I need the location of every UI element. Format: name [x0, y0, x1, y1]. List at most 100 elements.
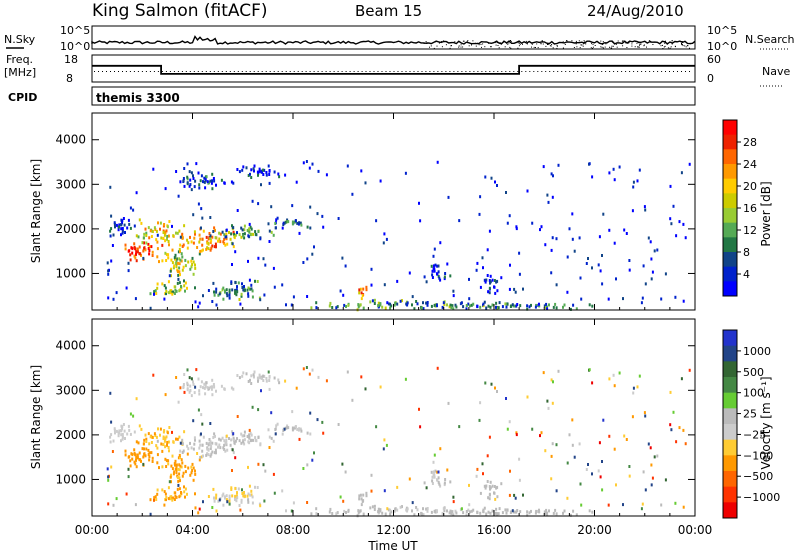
scatter-cell	[213, 179, 216, 183]
nsearch-point	[611, 45, 613, 47]
scatter-cell	[243, 285, 245, 288]
scatter-cell	[636, 179, 639, 183]
scatter-cell	[222, 446, 225, 450]
scatter-cell	[110, 227, 113, 231]
scatter-cell	[201, 216, 204, 220]
scatter-cell	[413, 513, 416, 517]
scatter-cell	[591, 175, 594, 179]
scatter-cell	[437, 274, 440, 278]
scatter-cell	[215, 493, 218, 497]
scatter-cell	[243, 434, 246, 438]
scatter-cell	[106, 467, 109, 471]
scatter-cell	[154, 434, 157, 437]
nsearch-point	[575, 40, 577, 42]
scatter-cell	[651, 270, 654, 274]
nsearch-point	[562, 47, 564, 49]
scatter-cell	[236, 415, 239, 418]
scatter-cell	[110, 465, 113, 469]
scatter-cell	[175, 289, 178, 293]
scatter-cell	[497, 306, 500, 310]
scatter-cell	[167, 486, 170, 490]
scatter-cell	[114, 431, 116, 435]
scatter-cell	[411, 303, 413, 307]
scatter-cell	[223, 242, 226, 245]
scatter-cell	[495, 511, 497, 515]
scatter-cell	[649, 446, 652, 450]
scatter-cell	[110, 433, 113, 437]
scatter-cell	[451, 510, 454, 514]
scatter-cell	[259, 443, 262, 447]
scatter-cell	[147, 453, 150, 456]
nsearch-point	[639, 44, 640, 46]
scatter-cell	[258, 296, 261, 300]
scatter-cell	[231, 242, 234, 246]
scatter-cell	[328, 304, 331, 308]
nsearch-point	[426, 42, 428, 44]
scatter-cell	[518, 272, 521, 276]
scatter-cell	[173, 264, 176, 268]
nsearch-point	[662, 48, 664, 49]
scatter-cell	[516, 509, 519, 512]
scatter-cell	[121, 437, 124, 441]
power-colorbar-segment	[723, 266, 737, 282]
scatter-cell	[183, 490, 186, 494]
scatter-cell	[215, 287, 218, 291]
scatter-cell	[274, 428, 277, 431]
scatter-cell	[365, 494, 368, 498]
scatter-cell	[431, 273, 434, 277]
scatter-cell	[418, 201, 420, 205]
nave-point	[317, 71, 319, 72]
nsearch-point	[639, 43, 641, 45]
scatter-cell	[179, 243, 182, 247]
scatter-cell	[171, 454, 174, 458]
nsearch-point	[490, 46, 492, 48]
nsearch-point	[636, 42, 638, 44]
scatter-cell	[204, 383, 207, 387]
scatter-cell	[608, 171, 611, 175]
nave-point	[337, 71, 339, 72]
scatter-cell	[202, 294, 204, 298]
nsearch-point	[425, 41, 427, 43]
scatter-cell	[179, 479, 181, 483]
scatter-cell	[129, 464, 132, 468]
scatter-cell	[618, 371, 621, 375]
scatter-cell	[206, 447, 209, 451]
scatter-cell	[383, 232, 386, 236]
nave-point	[125, 71, 127, 72]
scatter-cell	[572, 509, 575, 513]
scatter-cell	[177, 194, 180, 198]
nave-point	[277, 71, 279, 72]
range-tick-label: 4000	[55, 133, 86, 147]
scatter-cell	[234, 497, 237, 501]
scatter-cell	[239, 508, 242, 512]
scatter-cell	[452, 500, 455, 504]
scatter-cell	[218, 437, 221, 441]
scatter-cell	[214, 442, 217, 446]
scatter-cell	[546, 307, 549, 311]
nsearch-point	[592, 47, 593, 49]
scatter-cell	[226, 500, 229, 504]
scatter-cell	[231, 288, 234, 292]
scatter-cell	[235, 494, 238, 498]
scatter-cell	[263, 168, 266, 172]
scatter-cell	[497, 512, 500, 516]
scatter-cell	[508, 493, 511, 497]
scatter-cell	[404, 377, 407, 381]
velocity-colorbar-tick-label: 25	[743, 408, 757, 421]
nsearch-point	[628, 42, 630, 44]
scatter-cell	[209, 422, 212, 425]
nave-point	[513, 71, 515, 72]
scatter-cell	[189, 178, 192, 182]
range-tick-label: 3000	[55, 177, 86, 191]
scatter-cell	[109, 185, 112, 189]
scatter-cell	[439, 278, 442, 282]
scatter-cell	[243, 228, 246, 232]
scatter-cell	[213, 293, 216, 297]
scatter-cell	[572, 303, 575, 307]
scatter-cell	[486, 454, 489, 458]
nsearch-point	[467, 41, 468, 43]
scatter-cell	[253, 375, 255, 379]
scatter-cell	[489, 305, 492, 309]
scatter-cell	[390, 304, 393, 308]
scatter-cell	[573, 249, 576, 253]
